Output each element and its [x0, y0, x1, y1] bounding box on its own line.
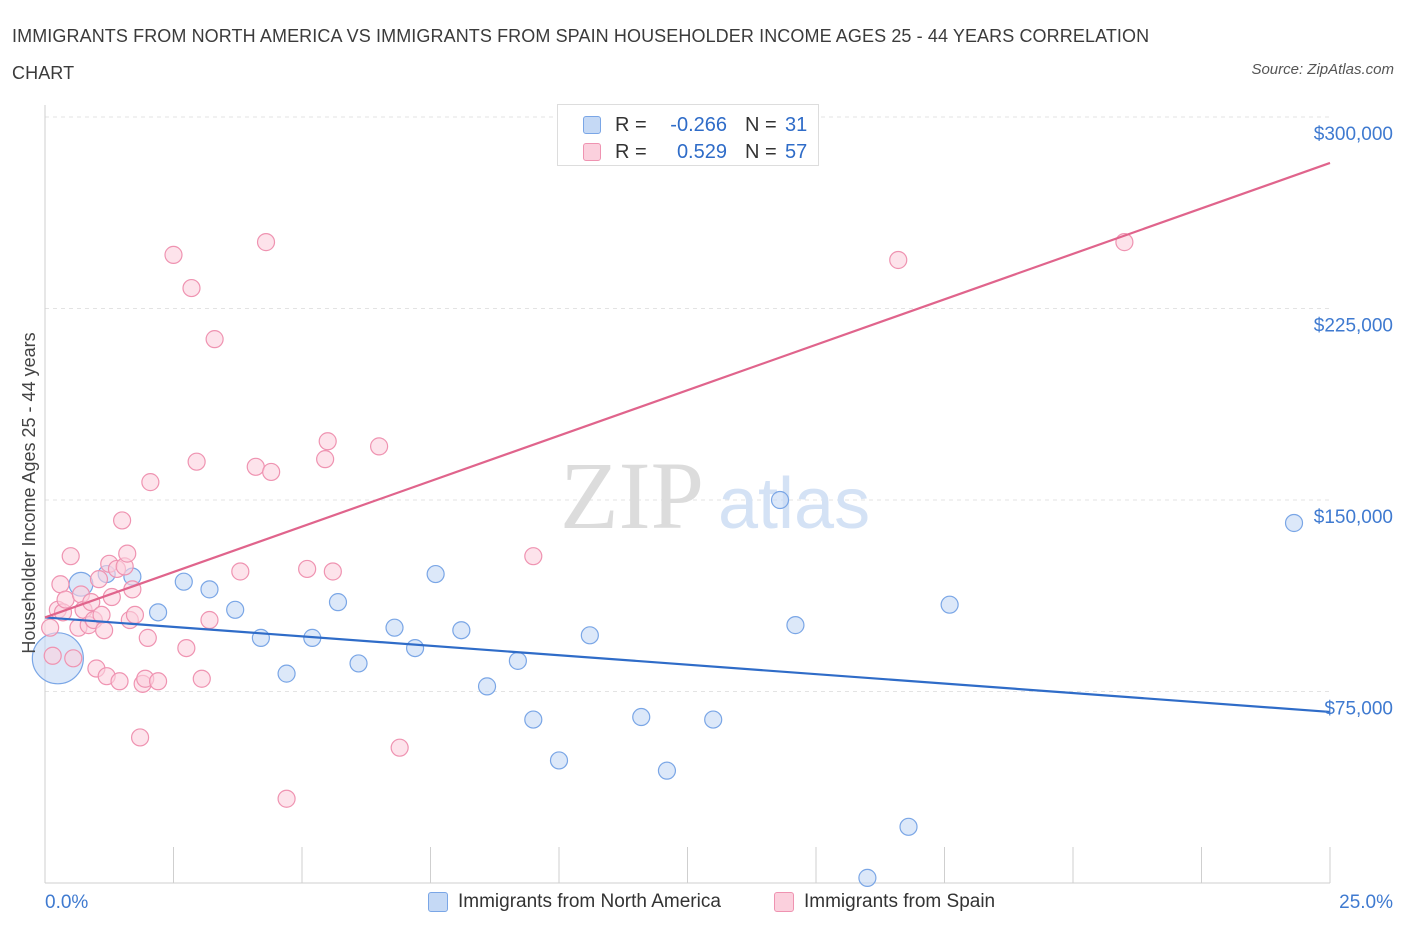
point-north-america — [426, 564, 445, 584]
point-spain — [89, 570, 109, 589]
y-tick-label: $150,000 — [1314, 507, 1393, 528]
point-spain — [138, 628, 157, 647]
watermark-zip: ZIP — [560, 442, 704, 549]
point-spain — [390, 738, 409, 757]
point-north-america — [385, 618, 404, 637]
r-label: R = — [615, 140, 647, 163]
point-spain — [41, 618, 60, 637]
point-north-america — [549, 751, 569, 770]
legend-row-north-america: R = -0.266 N = 31 — [583, 113, 807, 137]
point-north-america — [657, 761, 677, 780]
n-label: N = — [745, 113, 777, 136]
point-spain — [64, 649, 83, 668]
point-spain — [95, 621, 114, 640]
point-north-america — [200, 580, 219, 599]
chart-title: IMMIGRANTS FROM NORTH AMERICA VS IMMIGRA… — [12, 26, 1150, 83]
point-north-america — [405, 638, 425, 658]
point-spain — [192, 669, 211, 688]
point-spain — [118, 544, 137, 563]
x-tick-label-start: 0.0% — [45, 892, 88, 913]
point-spain — [164, 245, 183, 264]
point-spain — [256, 233, 276, 252]
trendline-north-america — [44, 616, 1331, 714]
point-spain — [177, 638, 196, 658]
point-spain — [889, 250, 908, 270]
point-spain — [262, 462, 281, 482]
r-value-spain: 0.529 — [676, 140, 727, 163]
n-value-spain: 57 — [785, 140, 808, 163]
point-spain — [524, 547, 543, 566]
point-spain — [112, 511, 132, 530]
point-north-america — [786, 616, 805, 635]
watermark-atlas: atlas — [718, 464, 870, 544]
series-name-spain: Immigrants from Spain — [804, 891, 996, 912]
point-spain — [231, 562, 250, 581]
point-spain — [205, 330, 224, 349]
point-spain — [182, 278, 201, 298]
point-north-america — [704, 710, 723, 729]
point-spain — [246, 457, 265, 476]
point-north-america — [328, 593, 348, 612]
point-spain — [370, 437, 389, 456]
point-north-america — [632, 707, 651, 727]
point-spain — [125, 605, 145, 625]
axis-labels: $75,000 $150,000 $225,000 $300,000 0.0% 25.0%… — [19, 124, 1393, 913]
point-north-america — [858, 868, 877, 887]
point-spain — [318, 432, 337, 451]
point-spain — [43, 646, 62, 665]
point-spain — [277, 789, 296, 808]
legend-row-spain: R = 0.529 N = 57 — [583, 140, 807, 164]
point-north-america — [940, 595, 959, 614]
point-north-america — [508, 651, 527, 670]
series-legend-spain: Immigrants from Spain — [774, 889, 995, 915]
trendline-spain — [44, 161, 1331, 619]
n-value-north-america: 31 — [785, 113, 808, 136]
data-points — [31, 233, 1304, 887]
point-spain — [200, 610, 219, 630]
point-north-america — [452, 621, 471, 640]
watermark: ZIP atlas — [560, 442, 870, 549]
series-legend-north-america: Immigrants from North America — [428, 889, 721, 915]
point-north-america — [349, 654, 368, 673]
point-north-america — [226, 600, 245, 619]
point-north-america — [1284, 513, 1304, 533]
r-label: R = — [615, 113, 647, 136]
trend-lines — [44, 161, 1331, 714]
point-spain — [187, 452, 206, 471]
y-axis-title: Householder Income Ages 25 - 44 years — [19, 332, 39, 653]
point-north-america — [477, 677, 497, 696]
point-north-america — [148, 603, 168, 622]
point-spain — [61, 547, 80, 566]
series-swatch-north-america — [428, 892, 448, 912]
series-swatch-spain — [774, 892, 794, 912]
point-spain — [298, 559, 317, 579]
y-tick-label: $225,000 — [1314, 316, 1393, 337]
point-spain — [130, 728, 150, 747]
point-spain — [148, 672, 168, 691]
point-spain — [51, 575, 70, 594]
point-north-america — [899, 817, 918, 836]
point-spain — [141, 473, 160, 492]
legend-swatch-spain — [583, 143, 601, 161]
point-spain — [110, 672, 129, 691]
point-north-america — [174, 572, 193, 591]
point-spain — [323, 562, 342, 581]
series-name-north-america: Immigrants from North America — [458, 891, 721, 912]
y-tick-label: $75,000 — [1324, 699, 1393, 720]
r-value-north-america: -0.266 — [670, 113, 727, 136]
axes — [44, 105, 1331, 884]
n-label: N = — [745, 140, 777, 163]
point-spain — [316, 450, 335, 469]
x-tick-label-end: 25.0% — [1339, 892, 1393, 913]
legend-swatch-north-america — [583, 116, 601, 134]
point-north-america — [580, 626, 599, 645]
source-label: Source: ZipAtlas.com — [1251, 61, 1394, 78]
correlation-legend: R = -0.266 N = 31 R = 0.529 N = 57 — [557, 104, 819, 166]
point-north-america — [770, 490, 790, 510]
point-north-america — [277, 664, 296, 683]
point-spain — [56, 590, 75, 609]
y-tick-label: $300,000 — [1314, 124, 1393, 145]
point-north-america — [524, 710, 543, 729]
